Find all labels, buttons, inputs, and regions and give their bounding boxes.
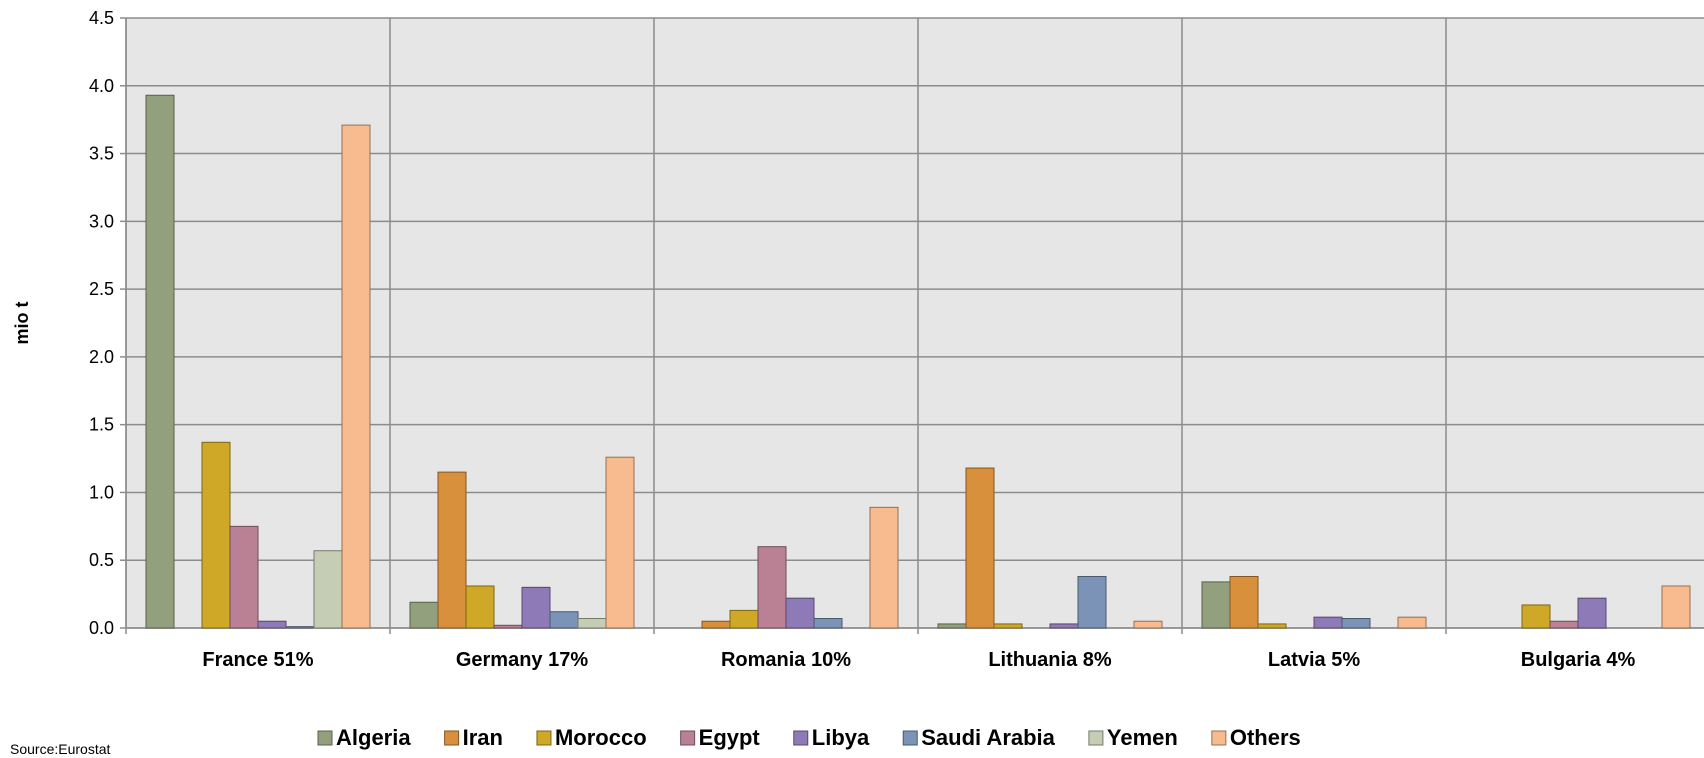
bar-others xyxy=(869,506,899,629)
y-tick-label: 2.5 xyxy=(89,279,114,299)
y-tick-label: 3.5 xyxy=(89,144,114,164)
legend-label: Others xyxy=(1230,725,1301,750)
bar-algeria xyxy=(1201,581,1231,629)
bar-others xyxy=(1133,620,1163,629)
bar-egypt xyxy=(1549,620,1579,629)
legend-label: Libya xyxy=(812,725,870,750)
bar-algeria xyxy=(409,601,439,629)
bar-morocco xyxy=(993,623,1023,629)
bar-saudi-arabia xyxy=(285,626,315,629)
y-tick-label: 4.0 xyxy=(89,76,114,96)
legend-swatch xyxy=(444,730,460,746)
bars xyxy=(145,94,1691,629)
x-category-label: Lithuania 8% xyxy=(988,649,1112,671)
legend-label: Algeria xyxy=(336,725,411,750)
legend-swatch xyxy=(317,730,333,746)
legend-swatch xyxy=(680,730,696,746)
bar-libya xyxy=(785,597,815,629)
x-category-label: Bulgaria 4% xyxy=(1521,649,1636,671)
legend-label: Yemen xyxy=(1107,725,1178,750)
gridlines xyxy=(120,17,1704,634)
bar-morocco xyxy=(465,585,495,629)
bar-morocco xyxy=(201,441,231,629)
bar-iran xyxy=(965,467,995,629)
bar-saudi-arabia xyxy=(549,611,579,629)
legend-label: Iran xyxy=(463,725,503,750)
bar-others xyxy=(605,456,635,629)
y-axis-label: mio t xyxy=(12,301,32,344)
bar-egypt xyxy=(493,624,523,629)
legend: Algeria Iran Morocco Egypt Libya Saudi Arabia… xyxy=(317,725,1301,750)
bar-morocco xyxy=(729,609,759,629)
x-category-label: France 51% xyxy=(202,649,313,671)
legend-label: Saudi Arabia xyxy=(921,725,1055,750)
bar-others xyxy=(1397,616,1427,629)
bar-libya xyxy=(1313,616,1343,629)
y-tick-label: 0.5 xyxy=(89,550,114,570)
bar-libya xyxy=(1049,623,1079,629)
bar-saudi-arabia xyxy=(1341,618,1371,629)
bar-algeria xyxy=(937,623,967,629)
bar-iran xyxy=(1229,575,1259,629)
bar-saudi-arabia xyxy=(813,618,843,629)
bar-iran xyxy=(437,471,467,629)
x-category-label: Romania 10% xyxy=(721,649,851,671)
y-tick-label: 1.0 xyxy=(89,482,114,502)
bar-algeria xyxy=(145,94,175,629)
bar-iran xyxy=(701,620,731,629)
bar-yemen xyxy=(313,550,343,629)
plot-area xyxy=(126,18,1704,628)
legend-swatch xyxy=(536,730,552,746)
bar-morocco xyxy=(1257,623,1287,629)
legend-swatch xyxy=(902,730,918,746)
bar-libya xyxy=(1577,597,1607,629)
source-note: Source:Eurostat xyxy=(10,741,110,757)
legend-label: Egypt xyxy=(699,725,761,750)
x-category-label: Germany 17% xyxy=(456,649,589,671)
bar-egypt xyxy=(229,525,259,629)
bar-yemen xyxy=(577,618,607,629)
bar-morocco xyxy=(1521,604,1551,629)
legend-swatch xyxy=(1088,730,1104,746)
bar-libya xyxy=(257,620,287,629)
y-tick-label: 2.0 xyxy=(89,347,114,367)
y-tick-label: 1.5 xyxy=(89,415,114,435)
bar-others xyxy=(1661,585,1691,629)
x-category-labels: France 51% Germany 17% Romania 10% Lithuani… xyxy=(202,649,1635,671)
y-tick-label: 4.5 xyxy=(89,8,114,28)
y-tick-label: 0.0 xyxy=(89,618,114,638)
legend-swatch xyxy=(1211,730,1227,746)
y-tick-label: 3.0 xyxy=(89,211,114,231)
bar-egypt xyxy=(757,546,787,629)
legend-swatch xyxy=(793,730,809,746)
bar-others xyxy=(341,124,371,629)
bar-libya xyxy=(521,586,551,629)
bar-saudi-arabia xyxy=(1077,575,1107,629)
legend-label: Morocco xyxy=(555,725,647,750)
y-tick-labels: 0.0 0.5 1.0 1.5 2.0 2.5 3.0 3.5 4.0 4.5 xyxy=(89,8,114,638)
x-category-label: Latvia 5% xyxy=(1268,649,1360,671)
